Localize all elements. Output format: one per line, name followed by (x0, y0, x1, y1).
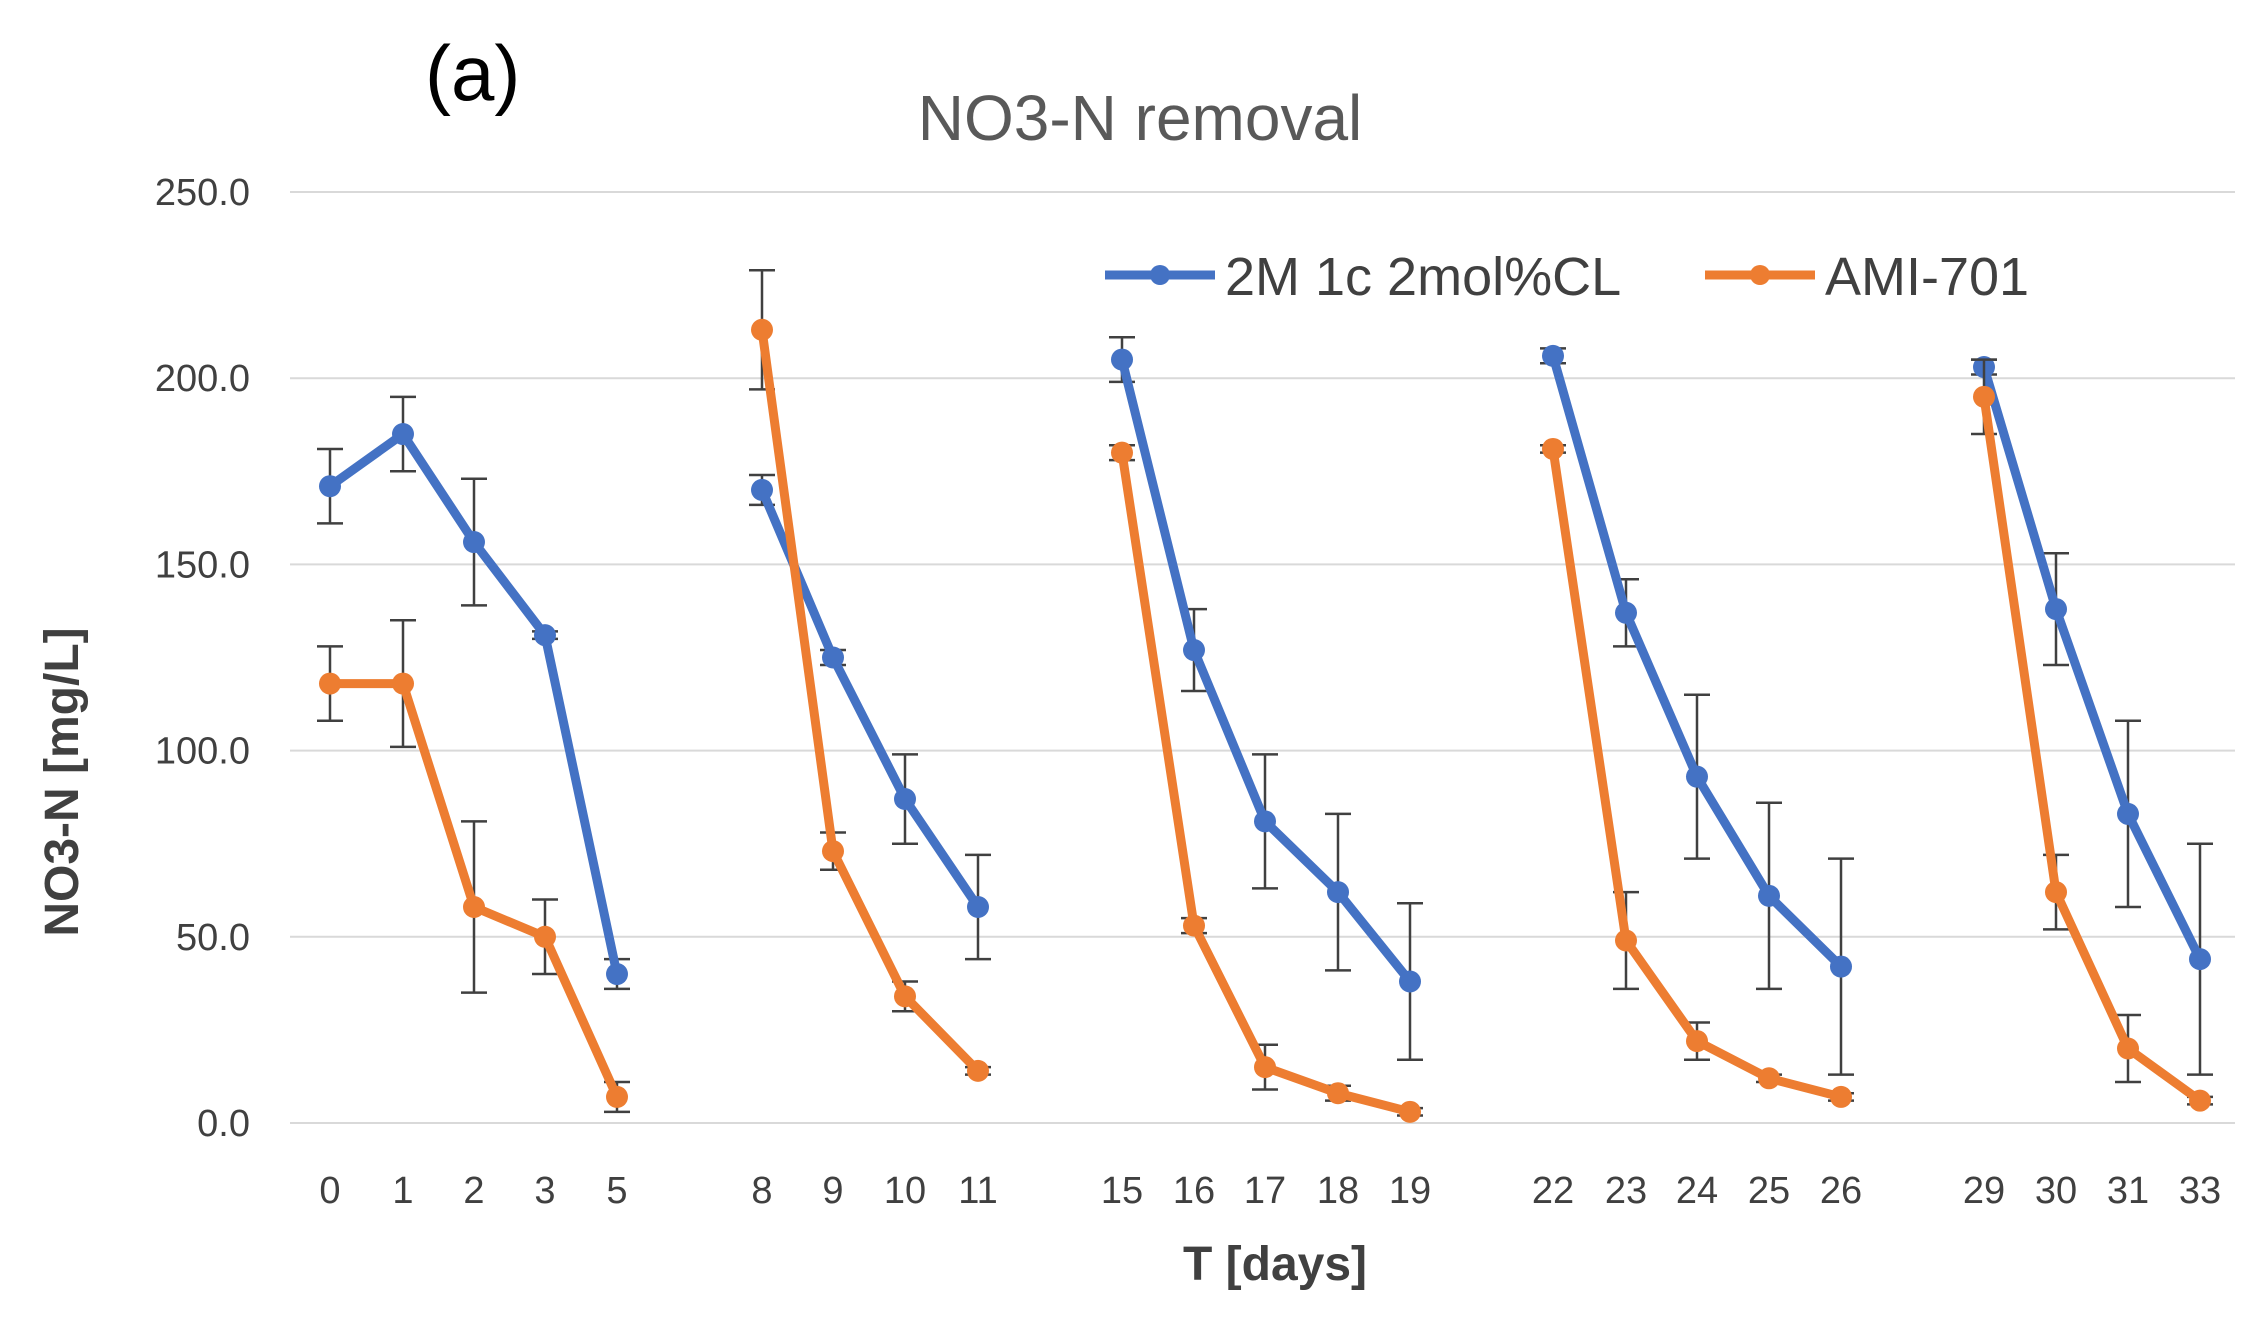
data-point (463, 896, 485, 919)
data-point (319, 475, 341, 498)
x-tick-label: 15 (1101, 1170, 1143, 1212)
data-point (894, 985, 916, 1008)
data-point (606, 1085, 628, 1108)
data-point (2045, 598, 2067, 621)
data-point (1111, 441, 1133, 464)
x-tick-label: 19 (1389, 1170, 1431, 1212)
x-tick-label: 26 (1820, 1170, 1862, 1212)
x-tick-label: 29 (1963, 1170, 2005, 1212)
x-tick-label: 24 (1676, 1170, 1718, 1212)
y-tick-label: 0.0 (197, 1103, 250, 1145)
grid-layer (290, 191, 2235, 1124)
data-point (1830, 955, 1852, 978)
series-1 (317, 335, 2213, 1076)
series-line-segment (1979, 362, 2205, 964)
data-point (2117, 802, 2139, 825)
y-tick-label: 100.0 (155, 731, 250, 773)
data-point (822, 646, 844, 669)
chart-title: NO3-N removal (918, 82, 1363, 154)
x-tick-label: 22 (1532, 1170, 1574, 1212)
x-tick-label: 25 (1748, 1170, 1790, 1212)
y-tick-label: 150.0 (155, 544, 250, 586)
data-point (967, 896, 989, 919)
data-point (2189, 1089, 2211, 1112)
series-line-segment (1548, 351, 1846, 972)
data-point (1686, 1030, 1708, 1053)
data-point (2117, 1037, 2139, 1060)
data-point (1615, 601, 1637, 624)
data-point (392, 672, 414, 695)
data-point (1973, 385, 1995, 408)
legend-label-2m-1c: 2M 1c 2mol%CL (1225, 247, 1621, 307)
legend-marker-ami-701 (1750, 265, 1770, 285)
legend-marker-2m-1c (1150, 265, 1170, 285)
x-tick-label: 16 (1173, 1170, 1215, 1212)
y-tick-label: 200.0 (155, 358, 250, 400)
y-tick-label: 50.0 (176, 917, 250, 959)
legend: 2M 1c 2mol%CL AMI-701 (1105, 247, 2029, 307)
data-point (1111, 348, 1133, 371)
x-tick-labels: 0 1 2 3 5 8 9 10 11 15 16 17 18 19 22 23 24 25 26 29 30 31 33 (319, 1170, 2221, 1212)
x-tick-label: 8 (751, 1170, 772, 1212)
data-point (1686, 765, 1708, 788)
data-point (1183, 914, 1205, 937)
x-tick-label: 0 (319, 1170, 340, 1212)
x-tick-label: 11 (958, 1170, 997, 1212)
x-tick-label: 33 (2179, 1170, 2221, 1212)
x-tick-label: 10 (884, 1170, 926, 1212)
data-point (1542, 437, 1564, 460)
data-point (1327, 881, 1349, 904)
data-point (1758, 1067, 1780, 1090)
y-tick-labels: 0.0 50.0 100.0 150.0 200.0 250.0 (155, 172, 250, 1145)
data-point (894, 788, 916, 811)
data-point (534, 925, 556, 948)
series-line-segment (1979, 392, 2205, 1106)
data-point (319, 672, 341, 695)
data-point (1542, 344, 1564, 367)
x-tick-label: 23 (1605, 1170, 1647, 1212)
series-layer (317, 268, 2213, 1123)
data-point (1399, 970, 1421, 993)
data-point (1399, 1100, 1421, 1123)
data-point (606, 963, 628, 986)
legend-label-ami-701: AMI-701 (1825, 247, 2029, 307)
x-tick-label: 3 (534, 1170, 555, 1212)
data-point (1327, 1082, 1349, 1105)
data-point (751, 318, 773, 341)
data-point (1615, 929, 1637, 952)
data-point (2045, 881, 2067, 904)
data-point (1830, 1085, 1852, 1108)
data-point (751, 478, 773, 501)
data-point (822, 840, 844, 863)
y-tick-label: 250.0 (155, 172, 250, 214)
data-point (463, 531, 485, 554)
x-tick-label: 9 (822, 1170, 843, 1212)
data-point (1254, 1056, 1276, 1079)
x-tick-label: 31 (2107, 1170, 2149, 1212)
y-axis-title: NO3-N [mg/L] (36, 627, 89, 936)
x-axis-title: T [days] (1183, 1238, 1367, 1291)
x-tick-label: 2 (463, 1170, 484, 1212)
panel-label: (a) (425, 29, 520, 117)
data-point (1183, 639, 1205, 662)
x-tick-label: 30 (2035, 1170, 2077, 1212)
x-tick-label: 18 (1317, 1170, 1359, 1212)
data-point (392, 423, 414, 446)
data-point (1254, 810, 1276, 833)
data-point (967, 1059, 989, 1082)
data-point (2189, 948, 2211, 971)
series-line-segment (757, 325, 983, 1076)
x-tick-label: 17 (1244, 1170, 1286, 1212)
x-tick-label: 1 (392, 1170, 413, 1212)
x-tick-label: 5 (606, 1170, 627, 1212)
data-point (534, 624, 556, 647)
series-2 (317, 268, 2213, 1123)
data-point (1758, 884, 1780, 907)
